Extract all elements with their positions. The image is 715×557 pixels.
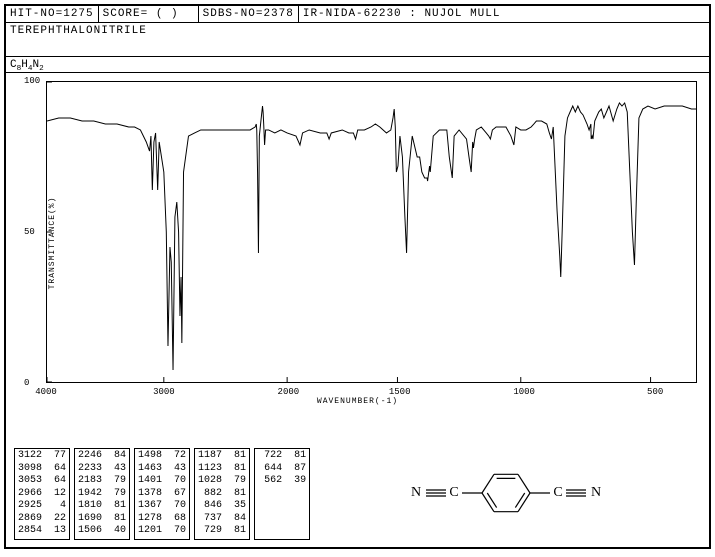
chart-plot-area xyxy=(46,81,697,383)
formula-row: C8H4N2 xyxy=(6,57,709,73)
peak-entry: 1367 70 xyxy=(138,500,186,513)
bottom-panel: 3122 773098 643053 642966 122925 42869 2… xyxy=(6,442,709,547)
x-tick: 1000 xyxy=(513,387,535,397)
peak-entry: 3122 77 xyxy=(18,450,66,463)
sdbs-no-label: SDBS-NO= xyxy=(203,8,264,20)
peak-entry: 1201 70 xyxy=(138,525,186,538)
hit-no-label: HIT-NO= xyxy=(10,8,63,20)
peak-entry: 1690 81 xyxy=(78,513,126,526)
peak-column: 2246 842233 432183 791942 791810 811690 … xyxy=(74,448,130,540)
peak-entry: 1123 81 xyxy=(198,463,246,476)
hit-no-value: 1275 xyxy=(63,8,93,20)
compound-name-row: TEREPHTHALONITRILE xyxy=(6,23,709,57)
peak-entry: 1187 81 xyxy=(198,450,246,463)
score-value: ( ) xyxy=(156,8,179,20)
peak-entry: 2869 22 xyxy=(18,513,66,526)
peak-entry: 2183 79 xyxy=(78,475,126,488)
x-tick: 2000 xyxy=(278,387,300,397)
x-tick: 500 xyxy=(647,387,663,397)
peak-entry: 2246 84 xyxy=(78,450,126,463)
spectrum-line xyxy=(47,82,696,382)
svg-text:C: C xyxy=(553,485,562,500)
peak-entry: 2233 43 xyxy=(78,463,126,476)
y-tick: 0 xyxy=(24,378,29,388)
svg-text:N: N xyxy=(590,485,600,500)
peak-entry: 2966 12 xyxy=(18,488,66,501)
peak-entry: 1401 70 xyxy=(138,475,186,488)
peak-column: 1187 811123 811028 79 882 81 846 35 737 … xyxy=(194,448,250,540)
peak-entry: 1463 43 xyxy=(138,463,186,476)
peak-entry: 737 84 xyxy=(198,513,246,526)
peak-entry: 1506 40 xyxy=(78,525,126,538)
hit-no-cell: HIT-NO=1275 xyxy=(6,6,99,22)
chemical-structure: CCNN xyxy=(310,448,701,538)
structure-svg: CCNN xyxy=(386,448,626,538)
x-tick: 1500 xyxy=(389,387,411,397)
peak-entry: 1810 81 xyxy=(78,500,126,513)
score-label: SCORE= xyxy=(103,8,149,20)
peak-column: 3122 773098 643053 642966 122925 42869 2… xyxy=(14,448,70,540)
peak-entry: 722 81 xyxy=(258,450,306,463)
sdbs-no-value: 2378 xyxy=(263,8,293,20)
peak-entry: 729 81 xyxy=(198,525,246,538)
peak-column: 722 81 644 87 562 39 xyxy=(254,448,310,540)
peak-entry: 2854 13 xyxy=(18,525,66,538)
x-axis-label: WAVENUMBER(-1) xyxy=(317,397,398,406)
peak-entry: 1378 67 xyxy=(138,488,186,501)
peak-entry: 1498 72 xyxy=(138,450,186,463)
peak-entry: 882 81 xyxy=(198,488,246,501)
score-cell: SCORE= ( ) xyxy=(99,6,199,22)
svg-text:N: N xyxy=(410,485,420,500)
peak-column: 1498 721463 431401 701378 671367 701278 … xyxy=(134,448,190,540)
peak-entry: 3053 64 xyxy=(18,475,66,488)
sdbs-no-cell: SDBS-NO=2378 xyxy=(199,6,299,22)
molecular-formula: C8H4N2 xyxy=(10,59,44,71)
x-tick: 4000 xyxy=(35,387,57,397)
spectrum-id: IR-NIDA-62230 : NUJOL MULL xyxy=(303,8,501,20)
x-tick: 3000 xyxy=(153,387,175,397)
peak-entry: 644 87 xyxy=(258,463,306,476)
ir-spectrum-chart: TRANSMITTANCE(%) WAVENUMBER(-1) 05010040… xyxy=(6,73,709,413)
peak-entry: 1278 68 xyxy=(138,513,186,526)
peak-entry: 846 35 xyxy=(198,500,246,513)
header-row: HIT-NO=1275 SCORE= ( ) SDBS-NO=2378 IR-N… xyxy=(6,6,709,23)
peak-entry: 562 39 xyxy=(258,475,306,488)
y-tick: 100 xyxy=(24,76,40,86)
main-frame: HIT-NO=1275 SCORE= ( ) SDBS-NO=2378 IR-N… xyxy=(4,4,711,549)
peak-entry: 2925 4 xyxy=(18,500,66,513)
peak-entry: 3098 64 xyxy=(18,463,66,476)
svg-text:C: C xyxy=(449,485,458,500)
y-tick: 50 xyxy=(24,227,35,237)
compound-name: TEREPHTHALONITRILE xyxy=(10,25,147,37)
peak-entry: 1028 79 xyxy=(198,475,246,488)
peak-table: 3122 773098 643053 642966 122925 42869 2… xyxy=(14,448,310,540)
peak-entry: 1942 79 xyxy=(78,488,126,501)
spectrum-id-cell: IR-NIDA-62230 : NUJOL MULL xyxy=(299,6,709,22)
